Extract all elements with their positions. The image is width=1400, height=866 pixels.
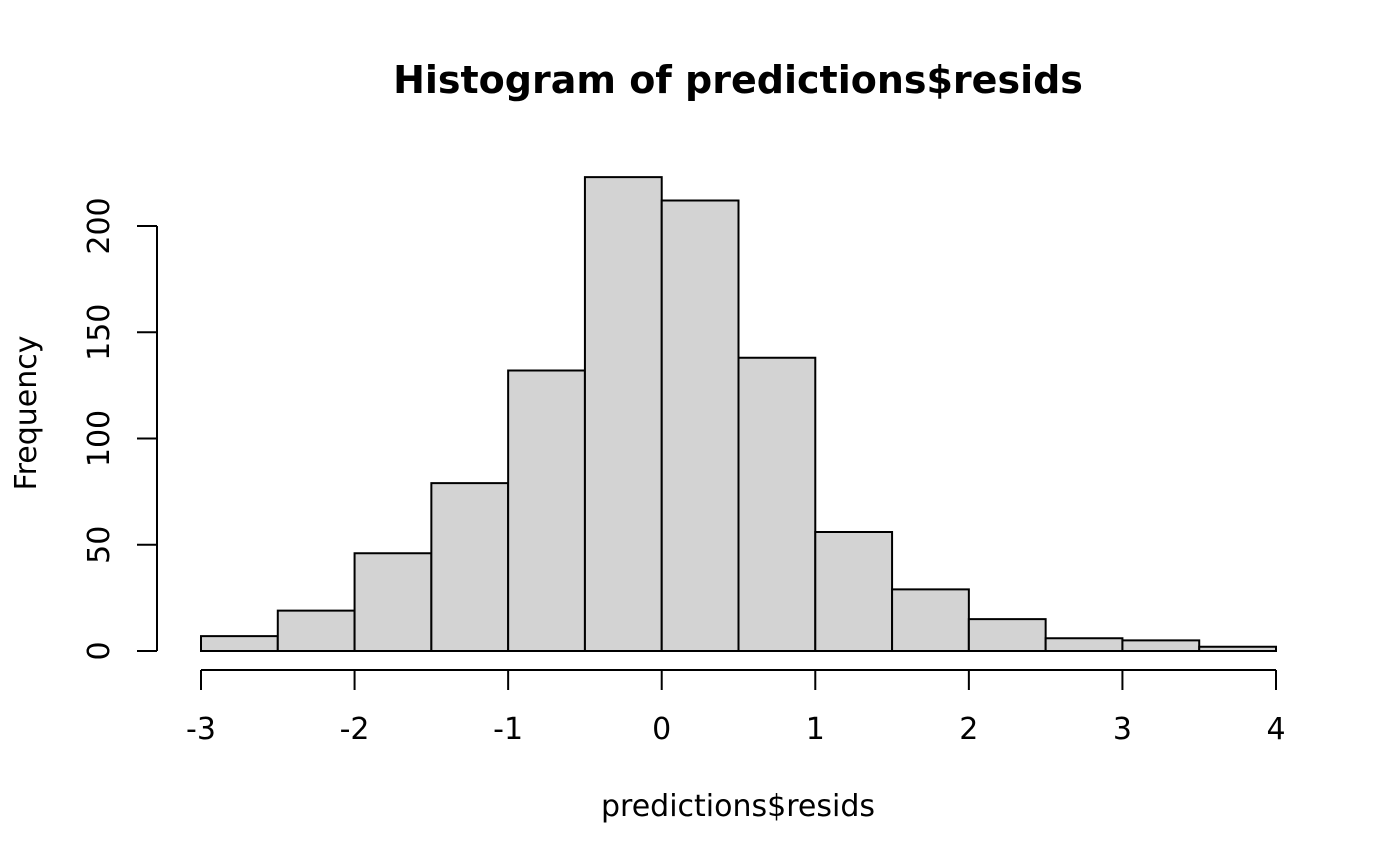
x-tick-label-7: 4 xyxy=(1266,712,1285,747)
x-axis: -3 -2 -1 0 1 2 3 4 xyxy=(186,669,1286,747)
x-tick-label-3: 0 xyxy=(652,712,671,747)
histogram-bar-11 xyxy=(1044,637,1124,652)
histogram-bar-13 xyxy=(1198,645,1277,652)
histogram-bar-8 xyxy=(814,531,894,652)
histogram-bar-7 xyxy=(737,356,817,652)
x-tick-label-2: -1 xyxy=(493,712,523,747)
chart-title: Histogram of predictions$resids xyxy=(393,58,1083,102)
y-tick-label-0: 0 xyxy=(82,641,117,660)
histogram-bar-10 xyxy=(967,618,1047,652)
histogram-bar-5 xyxy=(583,176,663,652)
x-axis-label: predictions$resids xyxy=(601,789,875,824)
y-axis: 0 50 100 150 200 xyxy=(82,197,158,661)
y-tick-label-4: 200 xyxy=(82,197,117,254)
histogram-bar-1 xyxy=(276,609,356,652)
y-tick-label-2: 100 xyxy=(82,410,117,467)
x-tick-label-1: -2 xyxy=(340,712,370,747)
y-axis-label: Frequency xyxy=(9,336,44,491)
y-tick-label-1: 50 xyxy=(82,526,117,564)
x-tick-label-0: -3 xyxy=(186,712,216,747)
histogram-bar-3 xyxy=(430,482,510,652)
histogram-bar-4 xyxy=(507,369,586,652)
histogram-bar-2 xyxy=(353,552,433,652)
y-tick-label-3: 150 xyxy=(82,304,117,361)
histogram-bar-9 xyxy=(891,588,970,652)
histogram-bar-12 xyxy=(1121,639,1201,652)
histogram-bar-6 xyxy=(660,199,740,652)
bars-group xyxy=(200,176,1277,652)
x-tick-label-5: 2 xyxy=(959,712,978,747)
x-tick-label-6: 3 xyxy=(1113,712,1132,747)
histogram-bar-0 xyxy=(200,635,279,652)
x-tick-label-4: 1 xyxy=(806,712,825,747)
